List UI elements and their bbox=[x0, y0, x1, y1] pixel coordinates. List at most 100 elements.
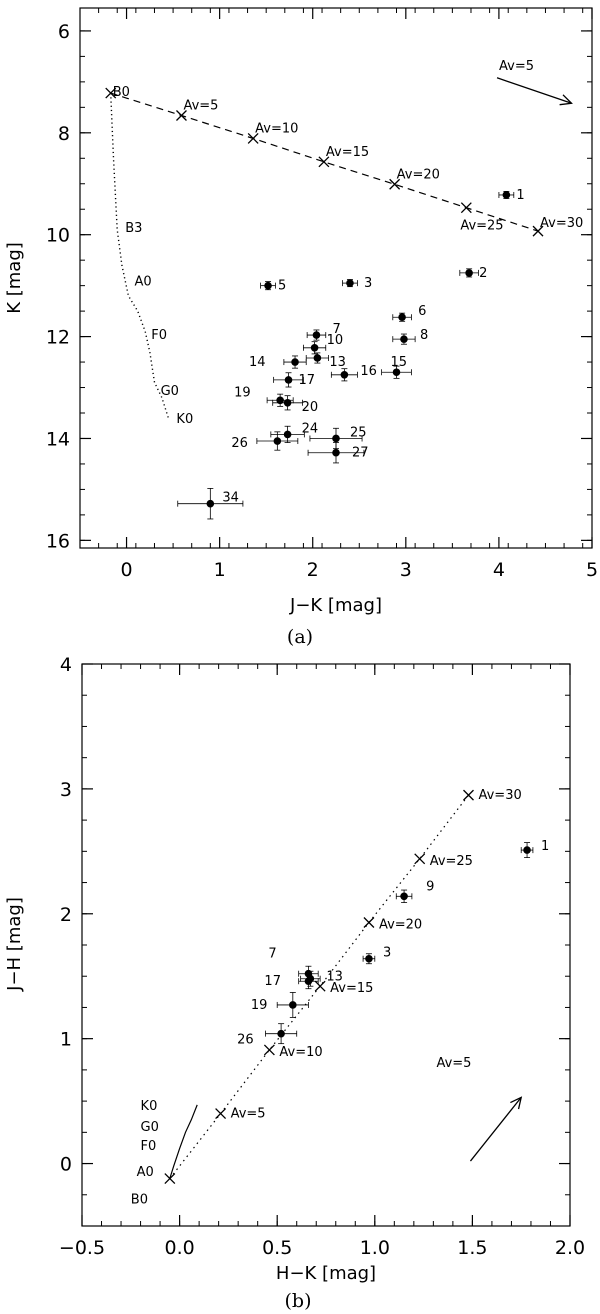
star-point bbox=[332, 448, 340, 457]
reddening-marker bbox=[215, 1108, 227, 1120]
star-point bbox=[398, 313, 406, 322]
main-sequence-curve bbox=[110, 93, 170, 419]
extinction-arrow bbox=[469, 1096, 522, 1162]
star-marker bbox=[520, 842, 534, 858]
panel-a-xlabel: J−K [mag] bbox=[289, 595, 382, 616]
star-label: 7 bbox=[268, 947, 276, 962]
star-marker bbox=[270, 425, 305, 443]
star-marker bbox=[276, 992, 309, 1018]
x-tick-label: 0.0 bbox=[164, 1237, 194, 1259]
reddening-label: Av=20 bbox=[379, 918, 422, 933]
star-point bbox=[283, 399, 292, 407]
reddening-label: Av=5 bbox=[183, 98, 218, 113]
star-marker bbox=[381, 365, 412, 379]
star-marker bbox=[305, 352, 329, 364]
star-marker bbox=[266, 393, 294, 407]
star-label: 20 bbox=[302, 400, 319, 415]
reddening-marker bbox=[460, 202, 472, 214]
reddening-marker bbox=[164, 1173, 176, 1184]
star-point bbox=[277, 1029, 285, 1038]
panel-b-curves: Av=5 Av=10 Av=15 Av=20 Av=25 Av=30 K0 G0 F0 A0 B0 A… bbox=[131, 788, 523, 1208]
spectral-type-label: A0 bbox=[135, 275, 152, 290]
star-label: 15 bbox=[391, 355, 408, 370]
star-marker bbox=[342, 279, 358, 288]
y-tick-label: 8 bbox=[58, 123, 70, 145]
spectral-type-label: B0 bbox=[131, 1193, 148, 1208]
reddening-marker bbox=[463, 789, 474, 801]
star-marker bbox=[265, 1023, 298, 1045]
star-label: 26 bbox=[231, 436, 248, 451]
star-label: 19 bbox=[234, 385, 251, 400]
star-point bbox=[283, 430, 292, 439]
star-marker bbox=[330, 368, 358, 382]
y-tick-label: 0 bbox=[60, 1154, 72, 1176]
star-point bbox=[400, 335, 408, 343]
star-label: 5 bbox=[278, 279, 286, 294]
y-tick-label: 10 bbox=[46, 225, 70, 247]
reddening-marker bbox=[414, 853, 426, 865]
star-marker bbox=[303, 341, 327, 355]
panel-a-curves: B0 Av=5 Av=10 Av=15 Av=20 Av=25 Av=30 B3 A0 F0 G0 K… bbox=[105, 59, 583, 427]
star-point bbox=[365, 954, 373, 963]
spectral-type-label: K0 bbox=[141, 1099, 158, 1114]
star-point bbox=[392, 368, 401, 377]
star-point bbox=[313, 354, 322, 362]
star-label: 27 bbox=[352, 446, 369, 461]
reddening-label: Av=20 bbox=[397, 167, 440, 182]
star-label: 7 bbox=[332, 322, 340, 337]
extinction-arrow-label: Av=5 bbox=[436, 1056, 471, 1071]
reddening-marker bbox=[363, 917, 375, 928]
star-point bbox=[340, 370, 349, 379]
star-point bbox=[304, 977, 313, 986]
reddening-label: Av=10 bbox=[255, 121, 298, 136]
star-label: 3 bbox=[383, 946, 391, 961]
x-tick-label: 2 bbox=[307, 559, 319, 581]
spectral-type-label: F0 bbox=[151, 328, 167, 343]
star-label: 8 bbox=[420, 328, 428, 343]
x-tick-label: 0 bbox=[120, 559, 132, 581]
panel-b-xlabel: H−K [mag] bbox=[276, 1263, 376, 1284]
star-marker bbox=[498, 190, 515, 199]
reddening-marker bbox=[532, 225, 544, 237]
y-tick-label: 4 bbox=[60, 654, 72, 676]
star-label: 6 bbox=[418, 304, 426, 319]
reddening-label: Av=15 bbox=[330, 981, 373, 996]
star-point bbox=[465, 269, 473, 277]
x-tick-label: 2.0 bbox=[555, 1237, 585, 1259]
star-marker bbox=[392, 333, 416, 345]
star-marker bbox=[283, 355, 307, 369]
y-tick-label: 1 bbox=[60, 1029, 72, 1051]
reddening-marker bbox=[314, 980, 326, 992]
y-tick-label: 16 bbox=[46, 530, 70, 552]
x-tick-label: 5 bbox=[586, 559, 598, 581]
star-marker bbox=[362, 953, 376, 965]
reddening-label: Av=25 bbox=[460, 219, 503, 234]
star-point bbox=[284, 376, 293, 384]
y-tick-label: 6 bbox=[58, 21, 70, 43]
spectral-type-label: G0 bbox=[141, 1120, 159, 1135]
x-tick-label: 1.0 bbox=[360, 1237, 390, 1259]
star-point bbox=[523, 846, 531, 854]
reddening-marker bbox=[247, 132, 259, 144]
reddening-label: Av=30 bbox=[478, 788, 521, 803]
reddening-marker bbox=[105, 87, 117, 99]
star-label: 16 bbox=[360, 364, 377, 379]
star-label: 17 bbox=[264, 974, 281, 989]
x-tick-label: 0.5 bbox=[262, 1237, 292, 1259]
star-label: 9 bbox=[426, 879, 434, 894]
star-point bbox=[502, 191, 511, 199]
star-label: 17 bbox=[299, 373, 316, 388]
star-label: 1 bbox=[541, 839, 549, 854]
reddening-marker bbox=[263, 1044, 275, 1056]
star-point bbox=[264, 281, 272, 290]
star-label: 25 bbox=[350, 425, 367, 440]
y-tick-label: 14 bbox=[46, 428, 70, 450]
extinction-arrow-head bbox=[510, 1096, 523, 1110]
y-tick-label: 2 bbox=[60, 904, 72, 926]
x-tick-label: 3 bbox=[400, 559, 412, 581]
star-label: 3 bbox=[364, 276, 372, 291]
star-marker bbox=[272, 395, 303, 411]
star-point bbox=[312, 331, 321, 339]
